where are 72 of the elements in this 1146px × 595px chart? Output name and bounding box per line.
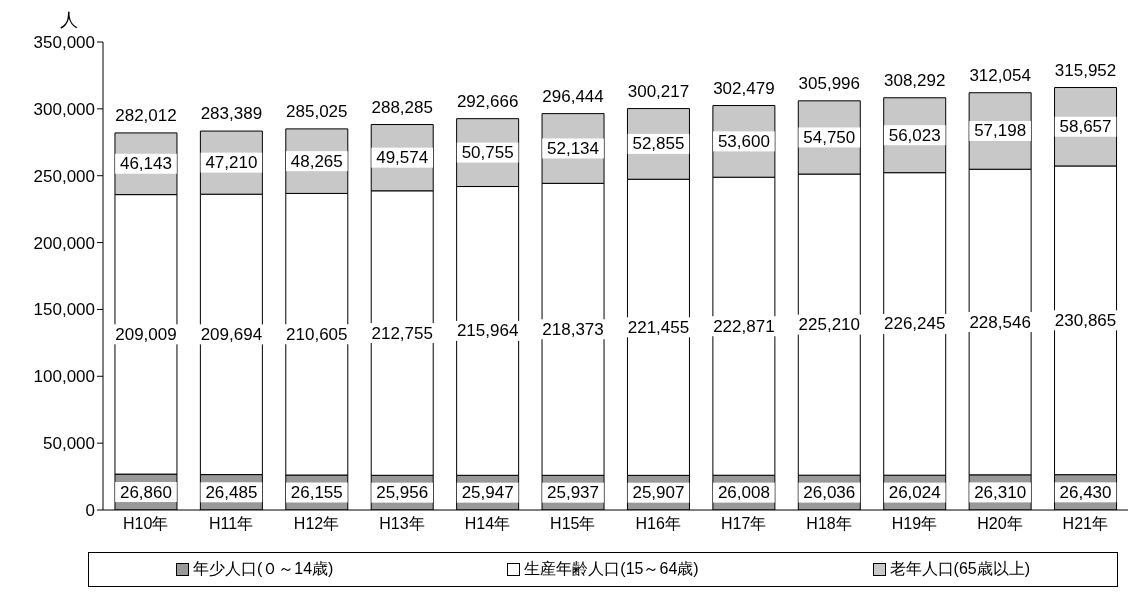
data-label: 50,755 [461, 143, 514, 163]
data-label: 25,956 [376, 483, 429, 503]
data-label: 26,860 [119, 482, 172, 502]
legend-label: 生産年齢人口(15～64歳) [523, 559, 699, 579]
data-label: 25,907 [632, 483, 685, 503]
x-tick-label: H20年 [977, 515, 1023, 533]
data-label: 221,455 [627, 317, 690, 337]
x-tick-label: H21年 [1062, 515, 1108, 533]
y-tick-label: 0 [85, 501, 95, 521]
x-tick-label: H12年 [293, 515, 340, 533]
x-tick-label: H19年 [891, 515, 938, 533]
data-label: 212,755 [371, 323, 433, 343]
x-tick-label: H11年 [209, 515, 254, 533]
data-label: 26,008 [717, 483, 770, 503]
x-tick-label: H14年 [464, 515, 511, 533]
data-label: 209,694 [200, 324, 263, 344]
y-axis-title: 人 [59, 9, 79, 32]
data-label: 26,155 [290, 483, 343, 503]
y-tick-label: 300,000 [33, 99, 95, 119]
total-label: 283,389 [200, 104, 263, 124]
data-label: 26,036 [803, 483, 856, 503]
y-tick-label: 150,000 [33, 300, 95, 320]
total-label: 296,444 [542, 86, 604, 106]
x-tick-label: H10年 [123, 515, 169, 533]
y-tick-label: 100,000 [33, 367, 95, 387]
data-label: 54,750 [803, 127, 856, 147]
total-label: 305,996 [798, 73, 861, 93]
data-label: 48,265 [290, 151, 343, 171]
x-tick-label: H16年 [635, 515, 681, 533]
data-label: 25,937 [547, 483, 600, 503]
x-tick-label: H17年 [720, 515, 767, 533]
x-tick-label: H13年 [379, 515, 425, 533]
data-label: 228,546 [969, 312, 1031, 332]
legend-label: 年少人口(０～14歳) [191, 559, 334, 579]
x-tick-label: H15年 [550, 515, 596, 533]
data-label: 209,009 [115, 324, 177, 344]
data-label: 52,855 [632, 134, 685, 154]
y-tick-label: 250,000 [33, 166, 95, 186]
data-label: 210,605 [286, 324, 348, 344]
y-tick-label: 200,000 [33, 233, 95, 253]
total-label: 285,025 [286, 101, 348, 121]
data-label: 222,871 [713, 316, 775, 336]
data-label: 26,024 [888, 483, 941, 503]
total-label: 302,479 [713, 78, 775, 98]
data-label: 225,210 [798, 315, 861, 335]
data-label: 25,947 [461, 483, 514, 503]
data-label: 57,198 [974, 121, 1027, 141]
data-label: 230,865 [1054, 310, 1117, 330]
total-label: 300,217 [627, 81, 690, 101]
data-label: 215,964 [456, 321, 519, 341]
y-tick-label: 350,000 [33, 33, 95, 53]
total-label: 315,952 [1054, 60, 1117, 80]
total-label: 292,666 [456, 91, 519, 111]
data-label: 47,210 [205, 153, 258, 173]
data-label: 46,143 [119, 154, 172, 174]
legend-label: 老年人口(65歳以上) [888, 559, 1030, 579]
x-tick-label: H18年 [806, 515, 852, 533]
total-label: 312,054 [969, 65, 1031, 85]
data-label: 56,023 [888, 125, 941, 145]
total-label: 288,285 [371, 97, 433, 117]
data-label: 58,657 [1059, 117, 1112, 137]
total-label: 282,012 [115, 105, 177, 125]
data-label: 26,310 [974, 482, 1027, 502]
total-label: 308,292 [883, 70, 946, 90]
data-label: 49,574 [376, 148, 429, 168]
data-label: 218,373 [542, 319, 604, 339]
y-tick-label: 50,000 [43, 434, 95, 454]
data-label: 26,485 [205, 482, 258, 502]
data-label: 52,134 [547, 138, 600, 158]
data-label: 226,245 [883, 314, 946, 334]
data-label: 53,600 [717, 131, 770, 151]
data-label: 26,430 [1059, 482, 1112, 502]
